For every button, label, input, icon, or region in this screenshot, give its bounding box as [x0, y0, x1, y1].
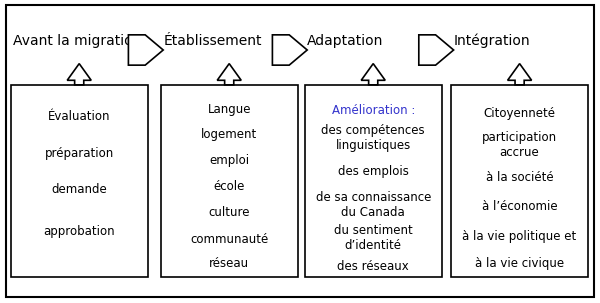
Text: Citoyenneté: Citoyenneté: [484, 107, 556, 120]
Polygon shape: [272, 35, 307, 65]
Text: communauté: communauté: [190, 233, 268, 246]
Text: logement: logement: [201, 128, 257, 141]
Text: à la vie politique et: à la vie politique et: [463, 230, 577, 243]
Text: Intégration: Intégration: [454, 34, 530, 48]
Text: à la société: à la société: [486, 171, 553, 184]
Text: préparation: préparation: [44, 147, 114, 159]
Text: de sa connaissance
du Canada: de sa connaissance du Canada: [316, 191, 431, 218]
Text: des compétences
linguistiques: des compétences linguistiques: [322, 124, 425, 152]
Text: demande: demande: [52, 183, 107, 196]
Text: Établissement: Établissement: [163, 34, 262, 48]
Polygon shape: [128, 35, 163, 65]
Text: approbation: approbation: [43, 225, 115, 238]
Text: Amélioration :: Amélioration :: [332, 104, 415, 117]
Text: du sentiment
d’identité: du sentiment d’identité: [334, 224, 413, 252]
Text: des emplois: des emplois: [338, 165, 409, 178]
Text: Langue: Langue: [208, 103, 251, 115]
Text: à la vie civique: à la vie civique: [475, 257, 564, 270]
Text: participation
accrue: participation accrue: [482, 132, 557, 159]
Text: école: école: [214, 180, 245, 193]
Polygon shape: [67, 64, 91, 85]
Text: à l’économie: à l’économie: [482, 200, 557, 212]
Text: emploi: emploi: [209, 154, 249, 167]
Text: Adaptation: Adaptation: [307, 34, 383, 48]
Text: culture: culture: [208, 206, 250, 218]
Polygon shape: [419, 35, 454, 65]
Polygon shape: [217, 64, 241, 85]
Text: Avant la migration: Avant la migration: [13, 34, 142, 48]
Text: Évaluation: Évaluation: [48, 110, 110, 123]
Polygon shape: [361, 64, 385, 85]
Polygon shape: [508, 64, 532, 85]
Text: des réseaux: des réseaux: [337, 260, 409, 273]
Text: réseau: réseau: [209, 257, 249, 270]
